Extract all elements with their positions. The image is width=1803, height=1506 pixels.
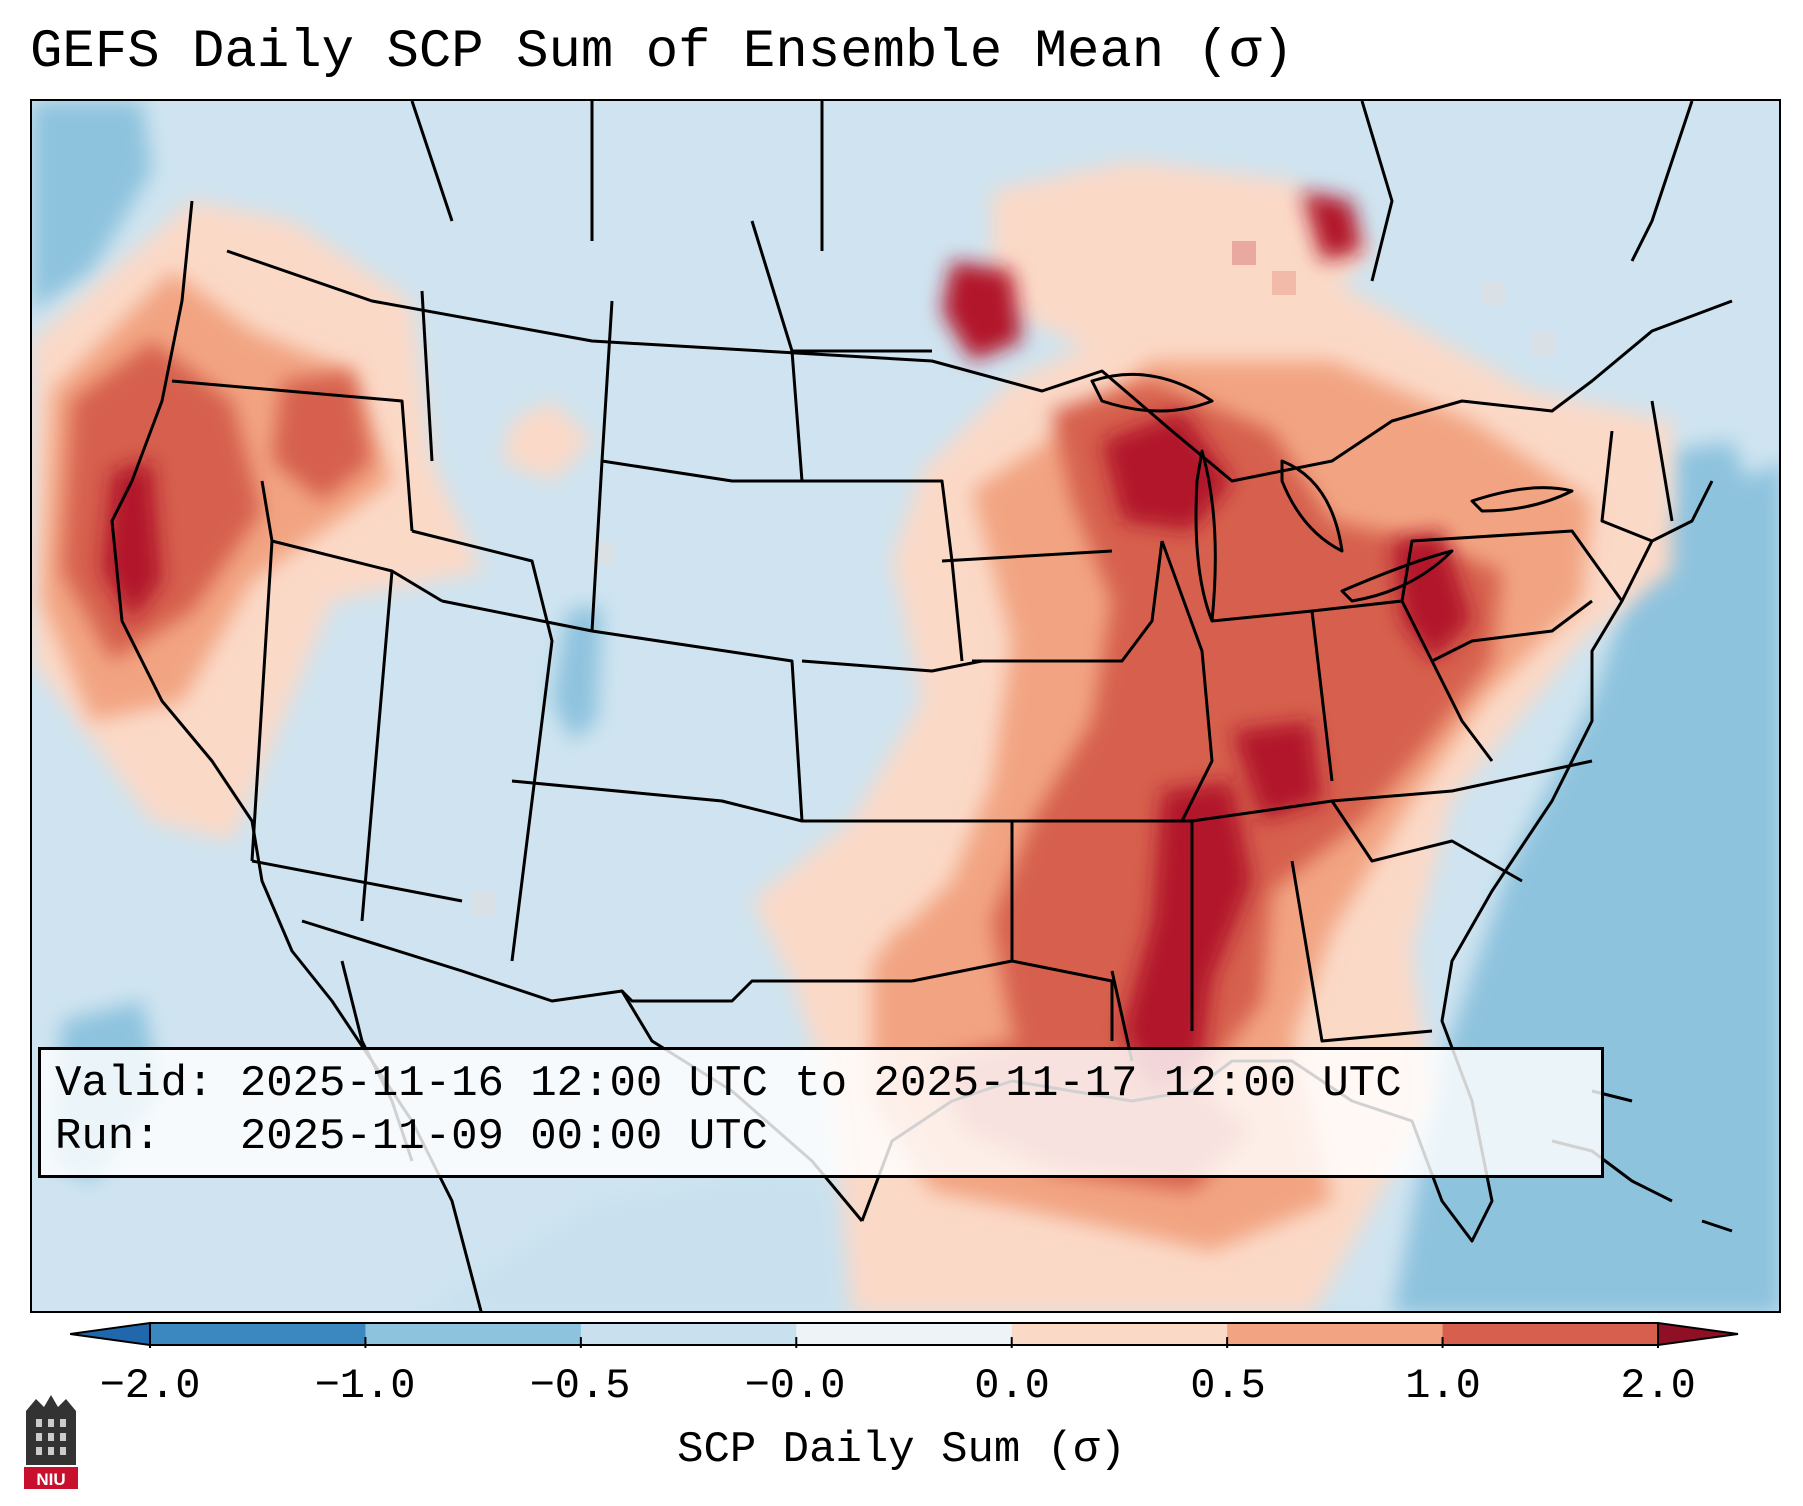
colorbar-extend-high [1657, 1321, 1739, 1347]
valid-time-box: Valid: 2025-11-16 12:00 UTC to 2025-11-1… [38, 1047, 1604, 1178]
colorbar-segment [150, 1323, 366, 1345]
canada-border [226, 249, 1733, 483]
colorbar-segment [580, 1323, 797, 1345]
cbar-tick-1: −2.0 [99, 1362, 201, 1410]
cbar-tick-4: −0.0 [744, 1362, 846, 1410]
colorbar-segment [796, 1323, 1013, 1345]
colorbar-segment [1442, 1323, 1659, 1345]
cbar-tick-7: 1.0 [1405, 1362, 1481, 1410]
run-line: Run: 2025-11-09 00:00 UTC [55, 1112, 768, 1162]
cbar-tick-8: 2.0 [1620, 1362, 1696, 1410]
lake-superior [1090, 372, 1214, 413]
niu-logo: NIU [24, 1395, 78, 1489]
cbar-tick-6: 0.5 [1190, 1362, 1266, 1410]
lake-huron [1280, 459, 1344, 553]
valid-line: Valid: 2025-11-16 12:00 UTC to 2025-11-1… [55, 1059, 1402, 1109]
colorbar-label: SCP Daily Sum (σ) [677, 1425, 1126, 1475]
logo-text: NIU [36, 1470, 65, 1489]
colorbar-segment [1011, 1323, 1228, 1345]
colorbar-segment [365, 1323, 582, 1345]
colorbar-extend-low [70, 1321, 151, 1347]
extreme-positive-field [102, 191, 1472, 1091]
colorbar-frame [149, 1322, 1659, 1346]
map-title: GEFS Daily SCP Sum of Ensemble Mean (σ) [30, 22, 1294, 83]
lake-ontario [1470, 486, 1574, 513]
cbar-tick-5: 0.0 [974, 1362, 1050, 1410]
lake-erie [1340, 549, 1454, 603]
cbar-tick-3: −0.5 [529, 1362, 631, 1410]
colorbar [70, 1321, 1739, 1348]
cbar-tick-2: −1.0 [314, 1362, 416, 1410]
colorbar-segment [1227, 1323, 1444, 1345]
